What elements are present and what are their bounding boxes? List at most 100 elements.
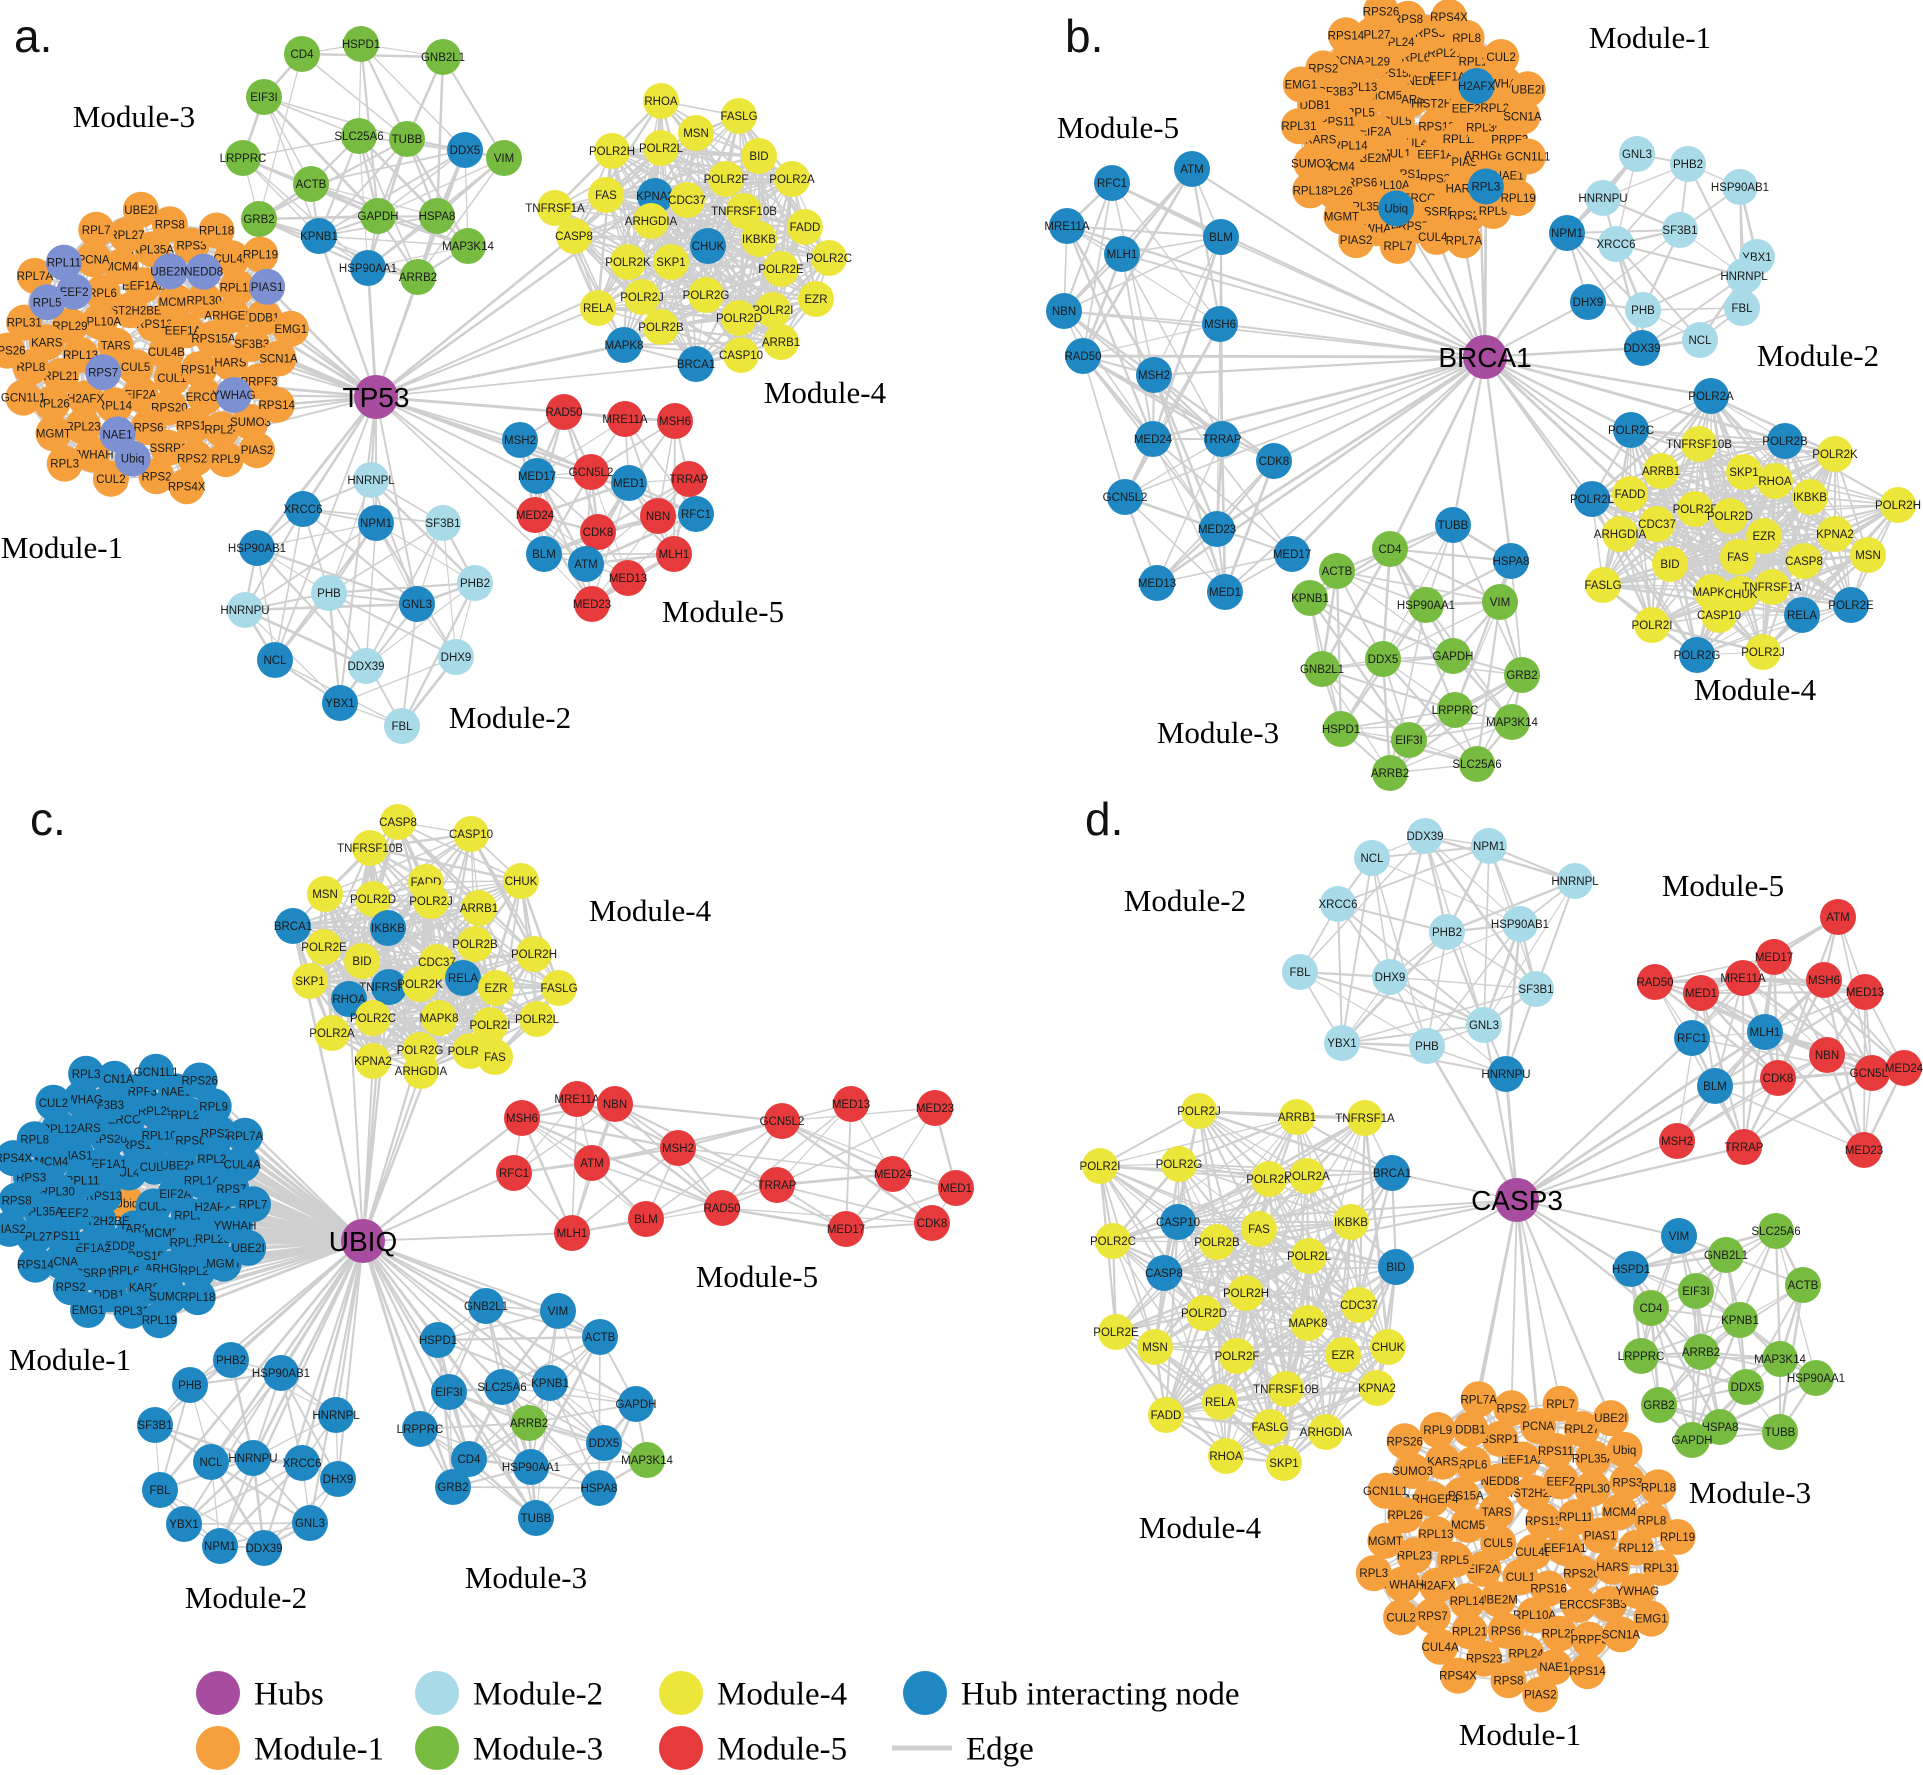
node-circle-GCN1L1	[138, 1053, 174, 1090]
node-EMG1: EMG1	[1633, 1600, 1670, 1637]
node-label-CUL4A: CUL4A	[213, 253, 250, 265]
node-label-KPNA2: KPNA2	[354, 1056, 392, 1068]
node-circle-RPL24	[1508, 1635, 1545, 1672]
node-circle-RPS4X	[1431, 0, 1467, 35]
node-EZR: EZR	[1325, 1337, 1361, 1373]
node-DDX5: DDX5	[1728, 1369, 1764, 1405]
node-label-MAPK8: MAPK8	[605, 340, 644, 352]
node-RHOA: RHOA	[331, 981, 367, 1017]
node-POLR2L: POLR2L	[515, 1001, 560, 1037]
node-GCN1L1: GCN1L1	[1, 379, 46, 416]
node-RPL19: RPL19	[1659, 1519, 1696, 1555]
node-POLR2H: POLR2H	[589, 133, 635, 169]
module-label-module-3-a: Module-3	[73, 99, 195, 134]
node-RPS14: RPS14	[258, 386, 296, 423]
node-circle-RPS11	[1537, 1432, 1574, 1469]
node-circle-BID	[1652, 546, 1688, 582]
node-SF3B1: SF3B1	[137, 1407, 173, 1443]
node-circle-FBL	[1282, 954, 1318, 990]
node-FASLG: FASLG	[1584, 567, 1622, 603]
node-label-MED23: MED23	[1198, 524, 1236, 536]
node-MSN: MSN	[1850, 537, 1886, 573]
node-POLR2J: POLR2J	[620, 279, 664, 315]
node-label-TUBB: TUBB	[1765, 1427, 1796, 1439]
node-label-RPS20: RPS20	[151, 403, 187, 415]
node-label-PHB: PHB	[1415, 1041, 1439, 1053]
node-label-GNL3: GNL3	[1469, 1020, 1499, 1032]
node-circle-GNB2L1	[425, 39, 461, 75]
node-FBL: FBL	[1724, 290, 1760, 326]
node-circle-NPM1	[202, 1528, 238, 1564]
node-circle-MCM4	[1601, 1493, 1638, 1530]
node-POLR2I: POLR2I	[470, 1007, 510, 1043]
hub-UBIQ: UBIQ	[329, 1219, 397, 1263]
node-circle-RPL27	[1564, 1411, 1600, 1448]
node-label-RPS15A: RPS15A	[1440, 1490, 1484, 1502]
module-module-1-panel-c: UbiqCUL4BCUL5RPS13CUL1TARSEEF1A1EIF2AHIS…	[0, 1053, 271, 1339]
node-label-SKP1: SKP1	[1729, 467, 1758, 479]
node-RPL14: RPL14	[96, 387, 133, 424]
hub-label-UBIQ: UBIQ	[329, 1226, 397, 1257]
node-circle-SLC25A6	[341, 118, 377, 154]
node-label-MED13: MED13	[832, 1099, 870, 1111]
node-label-RPL35A: RPL35A	[131, 244, 174, 256]
node-circle-DDX5	[447, 132, 483, 168]
node-circle-SUMO3	[1293, 145, 1330, 182]
node-label-RPS8: RPS8	[1493, 1675, 1523, 1687]
node-RPL29: RPL29	[1541, 1615, 1578, 1652]
node-circle-FAS	[1241, 1211, 1277, 1247]
node-PHB: PHB	[172, 1367, 208, 1403]
node-circle-TUBB	[518, 1500, 554, 1536]
node-label-RPL13: RPL13	[63, 350, 98, 362]
node-label-POLR2A: POLR2A	[1688, 391, 1734, 403]
hub-label-TP53: TP53	[343, 382, 410, 413]
node-POLR2J: POLR2J	[1177, 1093, 1221, 1129]
node-YWHAG: YWHAG	[1616, 1572, 1660, 1609]
node-circle-MED13	[610, 560, 646, 596]
node-label-IKBKB: IKBKB	[742, 234, 776, 246]
node-circle-RPS4X	[1440, 1657, 1476, 1694]
node-circle-SLC25A6	[1758, 1213, 1794, 1249]
node-MLH1: MLH1	[656, 536, 692, 572]
node-circle-VIM	[1661, 1218, 1697, 1254]
node-label-CUL5: CUL5	[1483, 1538, 1512, 1550]
node-DHX9: DHX9	[320, 1461, 356, 1497]
node-label-RPL14: RPL14	[184, 1176, 220, 1188]
node-label-RHOA: RHOA	[332, 994, 366, 1006]
node-circle-VIM	[540, 1293, 576, 1329]
node-label-POLR2E: POLR2E	[758, 264, 804, 276]
module-label-module-5-a: Module-5	[662, 594, 784, 629]
node-circle-ATM	[568, 546, 604, 582]
node-ARRB1: ARRB1	[1642, 453, 1680, 489]
node-label-FAS: FAS	[1248, 1224, 1270, 1236]
node-circle-SUMO3	[232, 404, 269, 440]
node-circle-MLH1	[656, 536, 692, 572]
node-SSRP1: SSRP1	[1481, 1421, 1519, 1457]
node-circle-ARRB2	[1372, 755, 1408, 791]
node-POLR2I: POLR2I	[1632, 607, 1672, 643]
node-label-RELA: RELA	[1787, 610, 1817, 622]
node-label-DDX5: DDX5	[1731, 1382, 1762, 1394]
node-label-SCN1A: SCN1A	[95, 1074, 134, 1086]
node-label-MSH6: MSH6	[1808, 975, 1840, 987]
node-circle-DDX39	[1624, 330, 1660, 366]
node-label-TNFRSF10B: TNFRSF10B	[1253, 1384, 1319, 1396]
node-ERCC4: ERCC4	[186, 378, 225, 415]
node-label-CDC37: CDC37	[668, 195, 706, 207]
node-circle-RFC1	[678, 496, 714, 532]
node-label-POLR2K: POLR2K	[1246, 1174, 1292, 1186]
node-label-POLR2A: POLR2A	[309, 1028, 355, 1040]
node-label-YWHAG: YWHAG	[1616, 1586, 1660, 1598]
node-circle-CD4	[284, 36, 320, 72]
node-circle-HSP90AB1	[263, 1355, 299, 1391]
node-GAPDH: GAPDH	[1433, 638, 1473, 674]
module-label-module-5-b: Module-5	[1057, 110, 1179, 145]
node-ARHGEF4: ARHGEF4	[204, 297, 259, 334]
node-label-RPS4X: RPS4X	[1430, 12, 1468, 24]
node-POLR2A: POLR2A	[1688, 378, 1734, 414]
node-circle-DDX5	[586, 1425, 622, 1461]
node-circle-MGMT	[35, 415, 72, 452]
node-circle-CASP8	[380, 804, 416, 840]
node-label-TUBB: TUBB	[1438, 520, 1469, 532]
node-KPNA2: KPNA2	[1816, 516, 1854, 552]
